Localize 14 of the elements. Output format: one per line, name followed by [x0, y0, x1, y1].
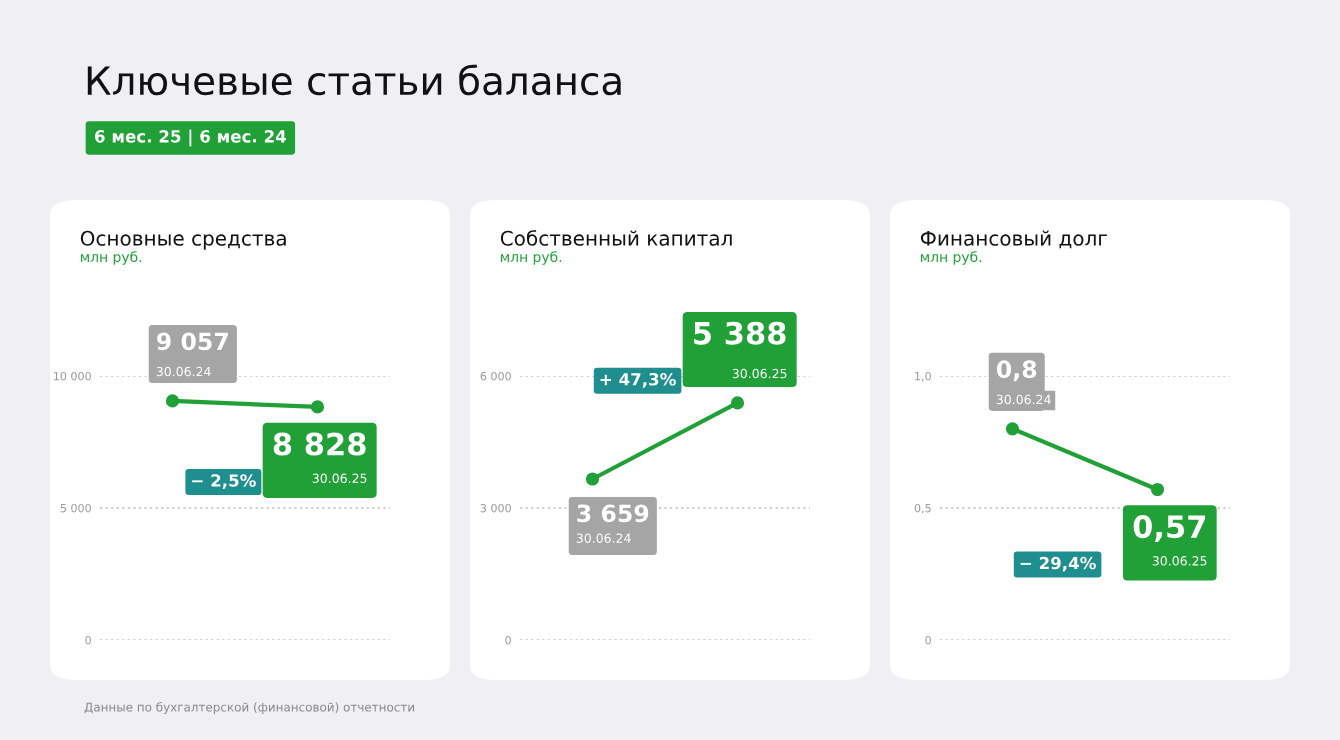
text: 8 828	[273, 432, 366, 456]
text: 3 659	[577, 504, 649, 523]
annotation: − 29,4%	[1020, 556, 1096, 572]
chart-title: Собственный капитал	[500, 230, 732, 246]
text: 9 057	[157, 332, 228, 351]
text: 6 мес. 25 | 6 мес. 24	[95, 129, 286, 147]
text: Ключевые статьи баланса	[87, 64, 621, 96]
text: 0,8	[996, 360, 1037, 382]
annotation: + 47,3%	[600, 372, 676, 388]
chart-title: Финансовый долг	[920, 230, 1107, 249]
text: 0,57	[1133, 515, 1206, 543]
chart-title: Основные средства	[80, 230, 286, 250]
text: 5 388	[694, 321, 786, 345]
annotation: − 2,5%	[192, 474, 256, 489]
